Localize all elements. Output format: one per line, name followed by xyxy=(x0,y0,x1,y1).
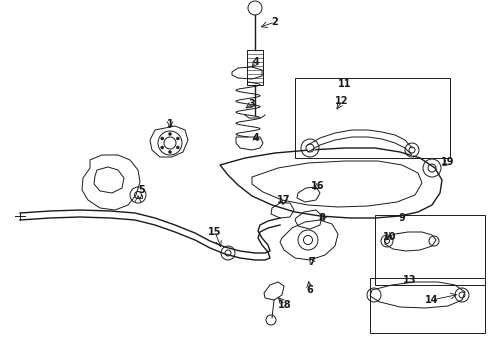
Text: 6: 6 xyxy=(307,285,314,295)
Text: 18: 18 xyxy=(278,300,292,310)
Text: 4: 4 xyxy=(253,133,259,143)
Circle shape xyxy=(161,137,164,140)
Bar xyxy=(370,278,485,333)
Text: 4: 4 xyxy=(253,57,259,67)
Bar xyxy=(295,78,450,158)
Text: 13: 13 xyxy=(403,275,417,285)
Text: 9: 9 xyxy=(399,213,405,223)
Text: 10: 10 xyxy=(383,232,397,242)
Bar xyxy=(247,50,263,85)
Text: 3: 3 xyxy=(248,99,255,109)
Text: 7: 7 xyxy=(309,257,316,267)
Circle shape xyxy=(161,146,164,149)
Circle shape xyxy=(176,146,179,149)
Text: 19: 19 xyxy=(441,157,455,167)
Circle shape xyxy=(176,137,179,140)
Text: 1: 1 xyxy=(167,119,173,129)
Bar xyxy=(375,215,485,285)
Text: 11: 11 xyxy=(338,79,352,89)
Text: 17: 17 xyxy=(277,195,291,205)
Text: 15: 15 xyxy=(208,227,222,237)
Text: 12: 12 xyxy=(335,96,349,106)
Text: 14: 14 xyxy=(425,295,439,305)
Circle shape xyxy=(169,132,171,135)
Circle shape xyxy=(169,150,171,153)
Text: 5: 5 xyxy=(139,185,146,195)
Text: 16: 16 xyxy=(311,181,325,191)
Text: 8: 8 xyxy=(318,213,325,223)
Text: 2: 2 xyxy=(271,17,278,27)
